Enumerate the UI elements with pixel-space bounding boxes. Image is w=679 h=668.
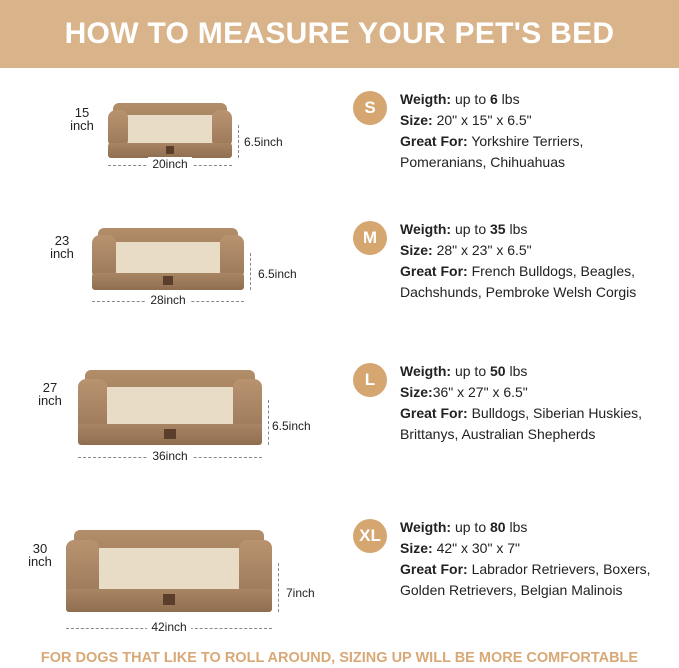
height-label: 6.5inch xyxy=(258,267,297,281)
height-label: 6.5inch xyxy=(272,419,311,433)
size-info: Weigth: up to 35 lbs Size: 28" x 23" x 6… xyxy=(400,221,637,300)
width-label: 28inch xyxy=(92,293,244,307)
page-title: HOW TO MEASURE YOUR PET'S BED xyxy=(64,17,615,50)
depth-label: 27 inch xyxy=(38,380,62,408)
width-label: 20inch xyxy=(108,157,232,171)
size-info: Weigth: up to 50 lbs Size:36" x 27" x 6.… xyxy=(400,363,642,442)
height-label: 6.5inch xyxy=(244,135,283,149)
size-badge: M xyxy=(353,221,387,255)
header-banner: HOW TO MEASURE YOUR PET'S BED xyxy=(0,0,679,68)
pet-bed-image xyxy=(78,370,262,445)
size-info: Weigth: up to 6 lbs Size: 20" x 15" x 6.… xyxy=(400,91,584,170)
depth-label: 30 inch xyxy=(28,541,52,569)
depth-label: 15 inch xyxy=(70,105,94,133)
depth-label: 23 inch xyxy=(50,233,74,261)
width-label: 36inch xyxy=(78,449,262,463)
footer-note: FOR DOGS THAT LIKE TO ROLL AROUND, SIZIN… xyxy=(40,650,639,666)
size-info: Weigth: up to 80 lbs Size: 42" x 30" x 7… xyxy=(400,519,651,598)
width-label: 42inch xyxy=(66,620,272,634)
pet-bed-image xyxy=(66,530,272,612)
size-badge: L xyxy=(353,363,387,397)
pet-bed-image xyxy=(92,228,244,290)
size-badge: S xyxy=(353,91,387,125)
height-label: 7inch xyxy=(286,586,315,600)
pet-bed-image xyxy=(108,103,232,158)
size-badge: XL xyxy=(353,519,387,553)
